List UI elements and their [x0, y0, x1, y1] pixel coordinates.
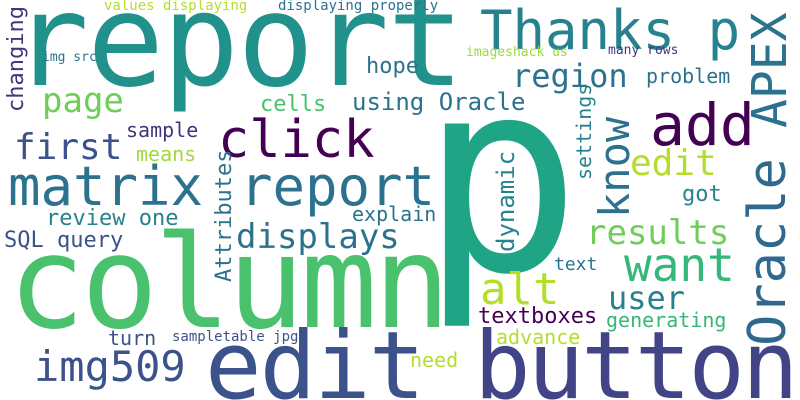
word-dynamic: dynamic	[492, 150, 520, 252]
word-imageshack-us: imageshack us	[466, 45, 568, 60]
word-report-medium: report	[240, 155, 436, 218]
word-img509: img509	[34, 342, 186, 391]
word-first: first	[14, 127, 123, 168]
word-cells: cells	[260, 92, 327, 117]
word-img-src: img src	[42, 50, 97, 65]
word-edit-medium: edit	[630, 143, 717, 184]
word-edit-large: edit	[205, 312, 425, 400]
word-button: button	[474, 312, 799, 400]
word-page: page	[42, 81, 124, 121]
word-using-oracle: using Oracle	[352, 88, 526, 116]
word-sql-query: SQL query	[4, 228, 124, 253]
word-report-large: report	[12, 0, 464, 116]
word-changing: changing	[4, 6, 29, 112]
word-review-one: review one	[46, 206, 179, 231]
word-p: p	[420, 22, 582, 334]
word-text: text	[554, 254, 598, 275]
word-click: click	[218, 110, 375, 170]
word-region: region	[512, 57, 628, 95]
word-explain: explain	[352, 202, 437, 226]
word-sampletable-jpg: sampletable jpg	[172, 329, 299, 345]
word-textboxes: textboxes	[478, 304, 598, 329]
word-displays: displays	[236, 217, 400, 257]
word-values-displaying: values displaying	[104, 0, 248, 14]
word-want: want	[624, 238, 735, 292]
word-generating: generating	[606, 308, 727, 332]
word-got: got	[682, 182, 722, 207]
word-displaying-properly: displaying properly	[278, 0, 439, 14]
word-user: user	[608, 279, 686, 317]
word-problem: problem	[646, 64, 731, 88]
word-means: means	[136, 142, 197, 166]
word-sample: sample	[126, 118, 199, 142]
word-advance: advance	[496, 325, 581, 349]
word-alt: alt	[480, 264, 560, 315]
word-results: results	[586, 213, 730, 253]
word-thanks-p: Thanks p	[480, 0, 741, 62]
word-matrix: matrix	[8, 155, 204, 218]
word-many-rows: many rows	[608, 43, 679, 58]
word-add: add	[650, 91, 755, 159]
word-need: need	[410, 348, 459, 372]
word-hope: hope	[366, 54, 419, 79]
word-column: column	[8, 209, 450, 358]
word-oracle-vertical: Oracle	[738, 158, 798, 346]
word-settings: settings	[572, 83, 596, 180]
word-attributes: Attributes	[212, 149, 237, 282]
word-turn: turn	[108, 326, 157, 350]
